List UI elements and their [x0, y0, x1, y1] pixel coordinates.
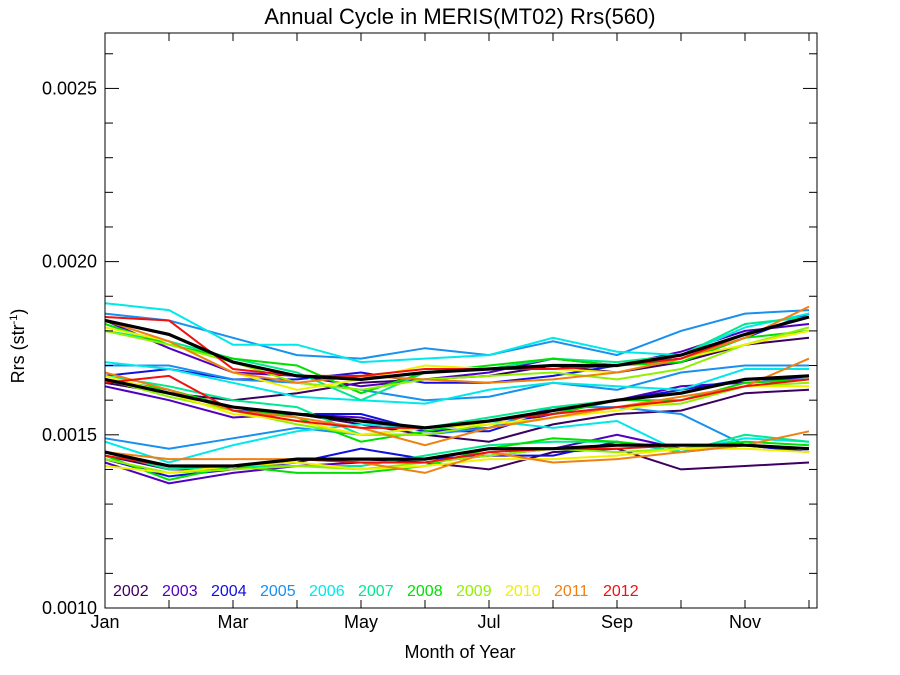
series-line-2012-upper: [104, 316, 810, 377]
y-axis-title-close: ): [8, 309, 28, 315]
x-axis-title: Month of Year: [404, 642, 515, 662]
legend-item-2007: 2007: [358, 583, 394, 600]
x-tick-label: Sep: [601, 612, 633, 632]
x-tick-label: Mar: [218, 612, 249, 632]
legend-item-2002: 2002: [113, 583, 149, 600]
legend-item-2012: 2012: [603, 583, 639, 600]
y-axis-title-superscript: -1: [8, 315, 20, 325]
legend: 2002 2003 2004 2005 2006 2007 2008 2009 2010 2011…: [113, 583, 639, 600]
mean-line-lower: [104, 443, 810, 468]
axis-tick-labels: Jan Mar May Jul Sep Nov 0.0010 0.0015 0.0020 0.00…: [42, 78, 761, 632]
y-axis-title: Rrs (str-1): [8, 309, 28, 384]
plot-area-frame: [104, 32, 818, 609]
x-tick-label: Nov: [729, 612, 761, 632]
x-tick-label: Jan: [90, 612, 119, 632]
series-line-2009-middle: [104, 378, 810, 436]
series-line-2003-upper: [104, 319, 810, 388]
mean-line-upper: [104, 315, 810, 382]
y-tick-label: 0.0020: [42, 252, 97, 272]
series-line-2005-middle: [105, 364, 809, 402]
series-layer: [104, 302, 810, 485]
series-line-2005-upper: [104, 309, 810, 360]
y-tick-label: 0.0025: [42, 78, 97, 98]
legend-item-2009: 2009: [456, 583, 492, 600]
series-line-2006-middle: [104, 361, 809, 405]
y-tick-label: 0.0015: [42, 425, 97, 445]
axis-ticks: [104, 33, 817, 609]
y-axis-title-main: Rrs (str: [8, 324, 28, 383]
x-tick-label: May: [344, 612, 378, 632]
x-tick-label: Jul: [477, 612, 500, 632]
mean-series-layer: [104, 315, 810, 468]
y-tick-label: 0.0010: [42, 598, 97, 618]
series-line-2011-lower: [104, 430, 810, 474]
legend-item-2005: 2005: [260, 583, 296, 600]
legend-item-2008: 2008: [407, 583, 443, 600]
series-line-2005-lower: [104, 406, 810, 450]
legend-item-2011: 2011: [554, 583, 589, 600]
series-line-2011-middle: [104, 357, 810, 447]
mean-line-middle: [104, 374, 810, 430]
legend-item-2006: 2006: [309, 583, 345, 600]
legend-item-2003: 2003: [162, 583, 198, 600]
legend-item-2010: 2010: [505, 583, 541, 600]
chart-title: Annual Cycle in MERIS(MT02) Rrs(560): [264, 4, 655, 29]
legend-item-2004: 2004: [211, 583, 247, 600]
